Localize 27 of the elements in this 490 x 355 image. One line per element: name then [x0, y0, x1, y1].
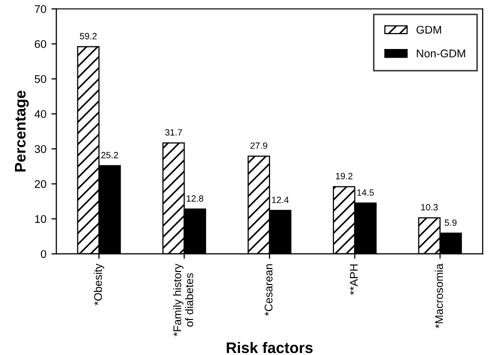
y-tick-label: 30 — [34, 145, 46, 153]
y-tick-label: 0 — [40, 250, 46, 258]
y-tick-label: 50 — [34, 75, 46, 83]
x-axis-title: Risk factors — [226, 342, 313, 354]
data-label: 25.2 — [101, 152, 118, 158]
data-label: 12.8 — [186, 195, 204, 202]
y-tick-label: 10 — [35, 215, 46, 223]
y-tick-label: 20 — [34, 180, 46, 188]
legend-label: GDM — [416, 26, 441, 34]
x-tick-label: *Macrosomia — [434, 264, 444, 328]
y-axis-title: Percentage — [14, 90, 29, 172]
y-tick-label: 60 — [34, 40, 46, 48]
x-tick-label: *Obesity — [94, 264, 104, 306]
data-label: 10.3 — [421, 204, 438, 210]
data-label: 27.9 — [250, 142, 268, 149]
data-label: 19.2 — [336, 172, 352, 180]
x-tick-label: *Cesarean — [264, 264, 272, 316]
data-label: 31.7 — [165, 129, 182, 136]
y-tick-label: 70 — [34, 5, 46, 14]
data-label: 14.5 — [357, 189, 374, 196]
y-tick-label: 40 — [34, 110, 46, 118]
data-label: 59.2 — [80, 32, 97, 40]
x-tick-label: **APH — [350, 264, 358, 295]
legend-label: Non-GDM — [416, 50, 466, 58]
data-label: 5.9 — [444, 219, 457, 226]
data-label: 12.4 — [272, 196, 289, 204]
x-tick-label: *Family history of diabetes — [173, 264, 194, 336]
